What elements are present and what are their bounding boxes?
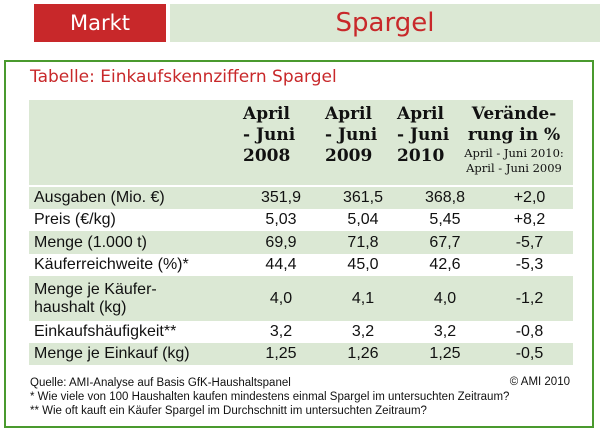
header-bar: Markt Spargel xyxy=(0,0,600,46)
column-header-2009: April - Juni 2009 xyxy=(325,104,378,166)
table-title: Tabelle: Einkaufskennziffern Spargel xyxy=(30,67,337,87)
source-note: Quelle: AMI-Analyse auf Basis GfK-Hausha… xyxy=(30,377,291,389)
table-header-band xyxy=(29,100,573,185)
table-row: Einkaufshäufigkeit** 3,2 3,2 3,2 -0,8 xyxy=(34,323,544,340)
table-row: Preis (€/kg) 5,03 5,04 5,45 +8,2 xyxy=(34,211,546,228)
section-tab-markt: Markt xyxy=(34,4,166,42)
column-header-2010: April - Juni 2010 xyxy=(397,104,450,166)
footnote-2: ** Wie oft kauft ein Käufer Spargel im D… xyxy=(30,405,427,417)
header-band xyxy=(170,4,600,42)
table-row: Ausgaben (Mio. €) 351,9 361,5 368,8 +2,0 xyxy=(29,187,573,209)
footnote-1: * Wie viele von 100 Haushalten kaufen mi… xyxy=(30,391,510,403)
column-header-change: Verände- rung in % April - Juni 2010: Ap… xyxy=(464,104,564,175)
table-row: Menge (1.000 t) 69,9 71,8 67,7 -5,7 xyxy=(29,231,573,254)
table-row: Menge je Einkauf (kg) 1,25 1,26 1,25 -0,… xyxy=(29,343,573,365)
table-row: Menge je Käufer-haushalt (kg) 4,0 4,1 4,… xyxy=(29,276,573,321)
copyright-note: © AMI 2010 xyxy=(509,376,570,388)
table-row: Käuferreichweite (%)* 44,4 45,0 42,6 -5,… xyxy=(34,256,544,273)
page-title: Spargel xyxy=(335,8,435,38)
column-header-2008: April - Juni 2008 xyxy=(243,104,296,166)
